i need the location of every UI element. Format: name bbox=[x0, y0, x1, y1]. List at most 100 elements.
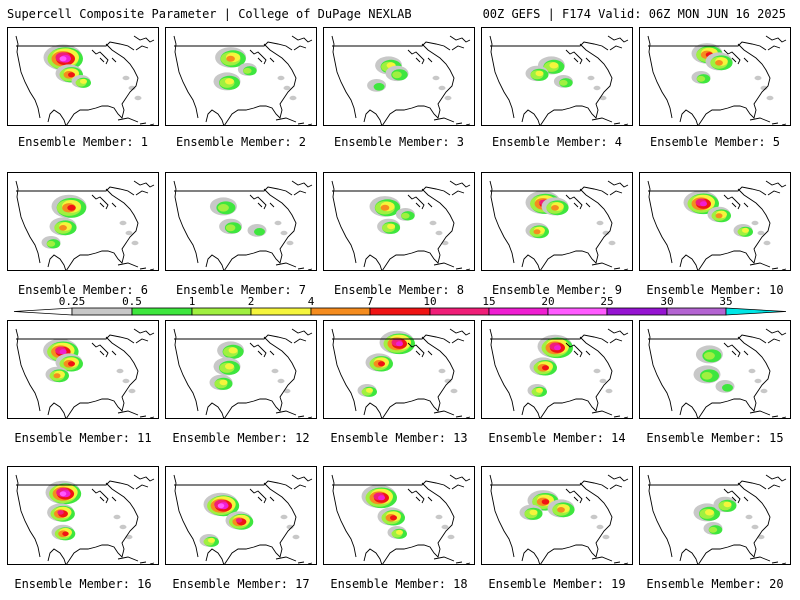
map-outline bbox=[331, 328, 357, 412]
scp-contour bbox=[535, 70, 544, 77]
scp-contour bbox=[715, 213, 723, 219]
scp-contour bbox=[243, 67, 252, 74]
ensemble-member-label: Ensemble Member: 14 bbox=[488, 431, 626, 445]
map-outline bbox=[249, 488, 275, 504]
map-outline bbox=[449, 328, 471, 344]
map-outline bbox=[679, 402, 699, 418]
map-outline bbox=[490, 186, 609, 196]
map-outline bbox=[47, 254, 67, 270]
ensemble-member-map bbox=[323, 320, 475, 419]
colorbar-segment bbox=[71, 307, 133, 316]
ensemble-member-map bbox=[481, 172, 633, 271]
map-outline bbox=[382, 188, 455, 270]
ensemble-member-map bbox=[7, 320, 159, 419]
ensemble-member-map bbox=[481, 320, 633, 419]
map-outline bbox=[540, 188, 613, 270]
map-outline bbox=[291, 328, 313, 344]
colorbar-tick-label: 4 bbox=[307, 295, 315, 308]
scp-contour bbox=[390, 515, 397, 521]
map-outline bbox=[291, 474, 313, 490]
map-outline bbox=[698, 482, 771, 564]
map-outline bbox=[249, 194, 275, 210]
color-scale-bar bbox=[13, 307, 787, 316]
map-outline bbox=[117, 262, 139, 268]
map-outline bbox=[133, 328, 155, 344]
scp-contour bbox=[766, 95, 774, 101]
ensemble-member-map bbox=[481, 27, 633, 126]
map-outline bbox=[363, 402, 383, 418]
scp-contour bbox=[549, 62, 559, 69]
scp-contour bbox=[715, 60, 723, 66]
map-outline bbox=[275, 262, 297, 268]
page-title: Supercell Composite Parameter | College … bbox=[7, 7, 412, 21]
colorbar-segment bbox=[725, 307, 787, 316]
map-outline bbox=[679, 109, 699, 125]
scp-contour bbox=[701, 372, 713, 380]
map-outline bbox=[174, 480, 293, 490]
map-outline bbox=[489, 35, 515, 119]
map-outline bbox=[332, 186, 451, 196]
map-outline bbox=[224, 43, 297, 125]
map-outline bbox=[647, 180, 673, 264]
map-outline bbox=[607, 328, 629, 344]
ensemble-member-map bbox=[165, 466, 317, 565]
scp-contour bbox=[274, 220, 282, 226]
map-outline bbox=[47, 548, 67, 564]
map-outline bbox=[489, 180, 515, 264]
scp-contour bbox=[529, 509, 538, 516]
colorbar-tick-label: 0.25 bbox=[58, 295, 86, 308]
ensemble-member-label: Ensemble Member: 19 bbox=[488, 577, 626, 591]
scp-contour bbox=[46, 240, 56, 247]
scp-contour bbox=[396, 341, 403, 347]
ensemble-member-label: Ensemble Member: 5 bbox=[649, 135, 781, 149]
scp-contour bbox=[708, 526, 718, 533]
scp-contour bbox=[396, 529, 403, 535]
map-outline bbox=[648, 41, 767, 51]
colorbar-tick-label: 15 bbox=[482, 295, 496, 308]
map-outline bbox=[363, 109, 383, 125]
map-outline bbox=[363, 254, 383, 270]
scp-contour bbox=[57, 510, 64, 515]
map-outline bbox=[648, 186, 767, 196]
map-outline bbox=[205, 402, 225, 418]
map-outline bbox=[297, 561, 313, 564]
map-outline bbox=[224, 336, 297, 418]
map-outline bbox=[16, 334, 135, 344]
scp-contour bbox=[748, 368, 756, 374]
map-outline bbox=[47, 402, 67, 418]
map-outline bbox=[332, 41, 451, 51]
map-outline bbox=[771, 267, 787, 270]
scp-contour bbox=[435, 230, 443, 236]
scp-contour bbox=[742, 227, 749, 233]
map-outline bbox=[16, 41, 135, 51]
map-outline bbox=[205, 254, 225, 270]
map-outline bbox=[117, 410, 139, 416]
map-outline bbox=[382, 43, 455, 125]
colorbar-min-arrow bbox=[13, 307, 73, 316]
colorbar-segment bbox=[488, 307, 549, 316]
map-outline bbox=[332, 480, 451, 490]
scp-contour bbox=[542, 365, 549, 371]
map-outline bbox=[91, 488, 117, 504]
map-outline bbox=[490, 334, 609, 344]
scp-contour bbox=[447, 534, 455, 540]
scp-contour bbox=[444, 95, 452, 101]
scp-contour bbox=[226, 55, 235, 62]
colorbar-segment bbox=[606, 307, 668, 316]
scp-contour bbox=[559, 79, 568, 86]
map-outline bbox=[765, 35, 787, 51]
map-outline bbox=[15, 35, 41, 119]
scp-contour bbox=[745, 514, 753, 520]
colorbar-tick-label: 7 bbox=[366, 295, 374, 308]
map-outline bbox=[490, 41, 609, 51]
map-outline bbox=[133, 180, 155, 196]
map-outline bbox=[540, 336, 613, 418]
scp-contour bbox=[219, 379, 228, 386]
scp-contour bbox=[599, 378, 607, 384]
scp-contour bbox=[696, 75, 706, 82]
map-outline bbox=[15, 328, 41, 412]
map-outline bbox=[565, 194, 591, 210]
map-outline bbox=[455, 267, 471, 270]
map-outline bbox=[173, 328, 199, 412]
scp-contour bbox=[596, 524, 604, 530]
